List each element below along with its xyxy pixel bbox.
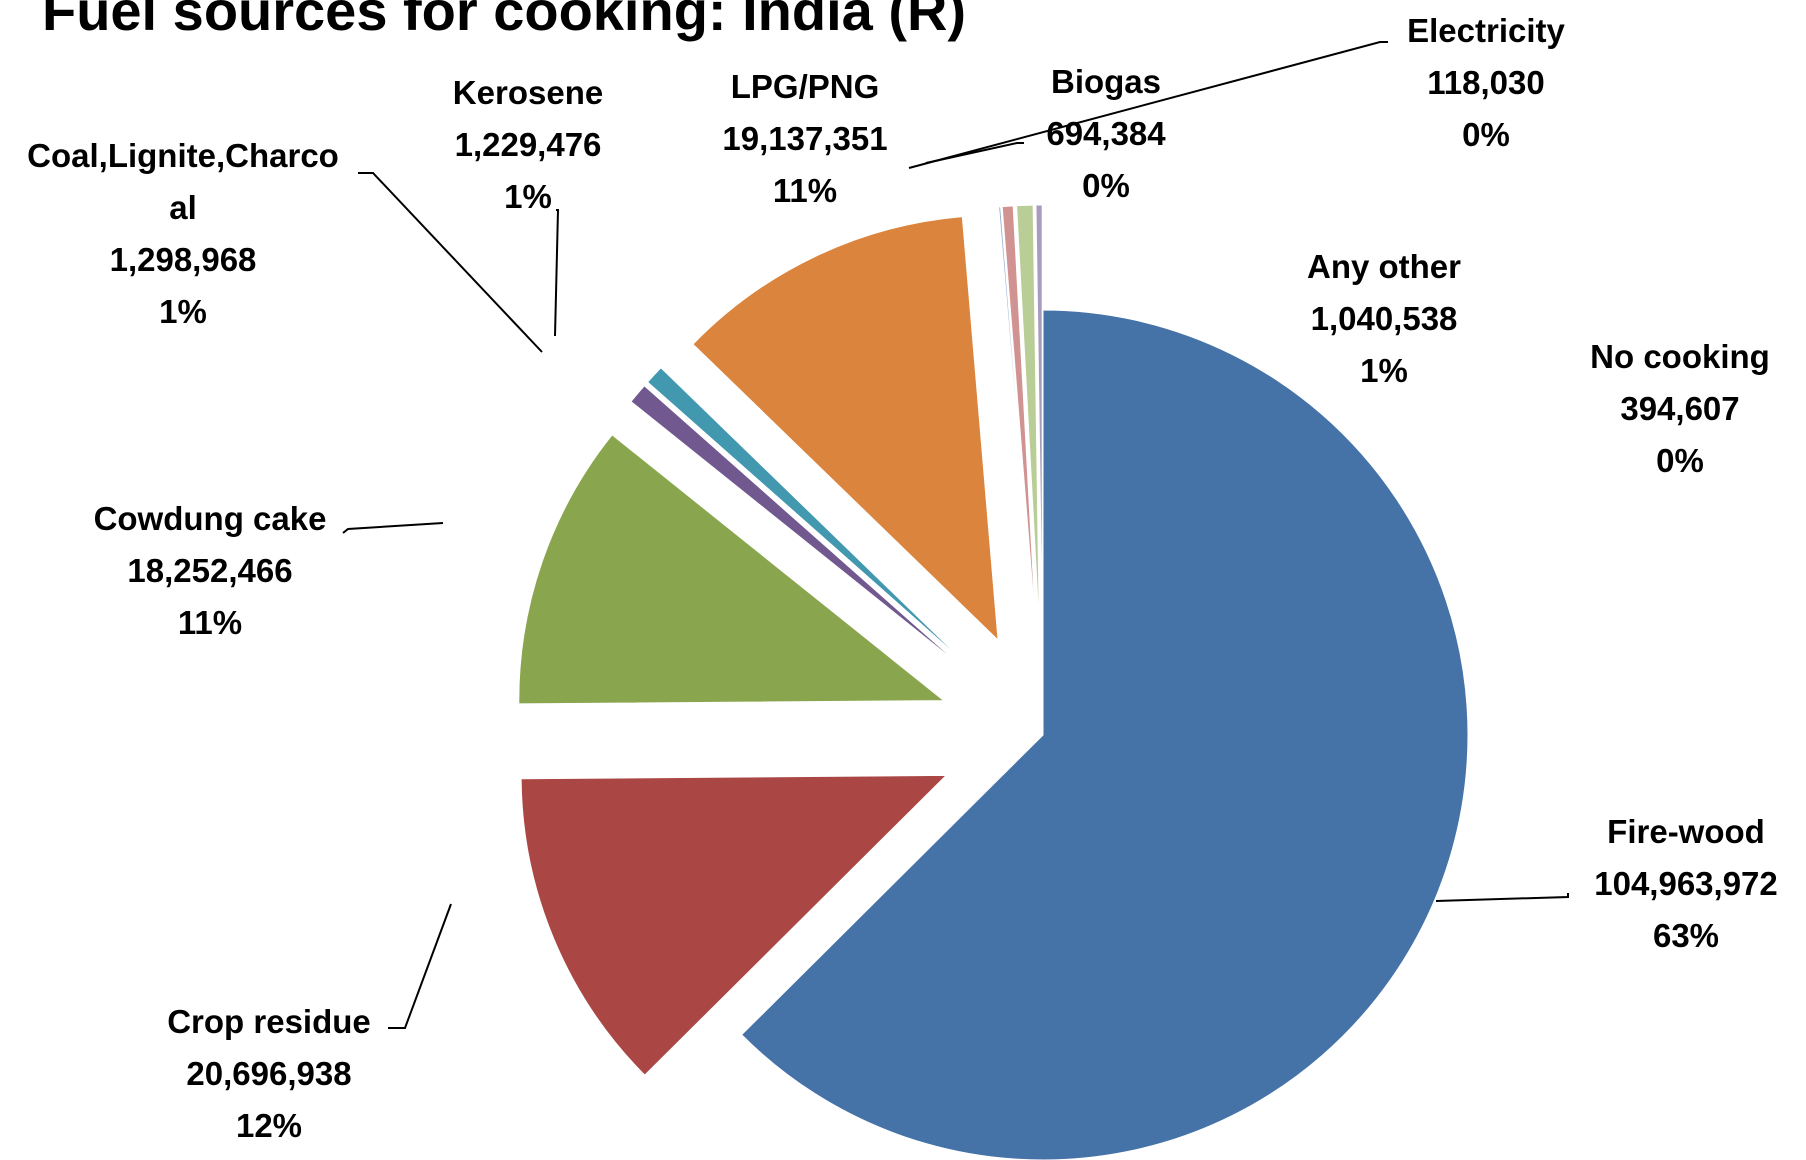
slice-value: 394,607 bbox=[1620, 390, 1739, 427]
slice-percent: 11% bbox=[178, 604, 242, 641]
data-labels: Fire-wood 104,963,972 63% Crop residue 20,69… bbox=[27, 12, 1778, 1144]
slice-name: Fire-wood bbox=[1607, 813, 1765, 850]
pie-slice-no-cooking bbox=[1035, 204, 1043, 631]
slice-value: 18,252,466 bbox=[127, 552, 292, 589]
data-label-electricity: Electricity 118,030 0% bbox=[1407, 12, 1565, 153]
pie-slice-cowdung-cake bbox=[518, 434, 946, 705]
data-label-text: Fire-wood 104,963,972 63% bbox=[1594, 813, 1778, 954]
slice-percent: 1% bbox=[159, 293, 207, 330]
slice-value: 694,384 bbox=[1046, 115, 1166, 152]
chart-title: Fuel sources for cooking: India (R) bbox=[42, 0, 966, 42]
pie-slice-lpg-png bbox=[692, 216, 999, 642]
slice-percent: 1% bbox=[1360, 352, 1408, 389]
slice-percent: 12% bbox=[236, 1107, 302, 1144]
pie-slice-coal-lignite-charcoal bbox=[630, 385, 964, 668]
data-label-text: LPG/PNG 19,137,351 11% bbox=[722, 68, 887, 209]
slice-name: Crop residue bbox=[167, 1003, 371, 1040]
data-label-kerosene: Kerosene 1,229,476 1% bbox=[453, 74, 603, 215]
data-label-text: Cowdung cake 18,252,466 11% bbox=[94, 500, 327, 641]
data-label-cowdung-cake: Cowdung cake 18,252,466 11% bbox=[94, 500, 327, 641]
data-label-text: Crop residue 20,696,938 12% bbox=[167, 1003, 371, 1144]
pie-slice-electricity bbox=[998, 206, 1035, 631]
data-label-text: No cooking 394,607 0% bbox=[1590, 338, 1770, 479]
slice-value: 1,040,538 bbox=[1311, 300, 1458, 337]
slice-name: Any other bbox=[1307, 248, 1461, 285]
pie-slice-kerosene bbox=[646, 367, 967, 665]
leader-line-crop-residue bbox=[388, 903, 452, 1029]
slice-name: Cowdung cake bbox=[94, 500, 327, 537]
leader-line-cowdung-cake bbox=[342, 522, 444, 534]
data-label-coal-lignite-charcoal: Coal,Lignite,Charco al 1,298,968 1% bbox=[27, 137, 339, 330]
slice-percent: 11% bbox=[773, 172, 837, 209]
slice-name: Coal,Lignite,Charco bbox=[27, 137, 339, 174]
data-label-fire-wood: Fire-wood 104,963,972 63% bbox=[1594, 813, 1778, 954]
pie-slice-biogas bbox=[1001, 205, 1037, 631]
slice-percent: 63% bbox=[1653, 917, 1719, 954]
slice-value: 20,696,938 bbox=[186, 1055, 351, 1092]
data-label-biogas: Biogas 694,384 0% bbox=[1046, 63, 1166, 204]
pie-slices bbox=[518, 204, 1469, 1160]
leader-line-fire-wood bbox=[1435, 893, 1569, 902]
slice-value: 1,298,968 bbox=[110, 241, 257, 278]
data-label-text: Biogas 694,384 0% bbox=[1046, 63, 1166, 204]
data-label-text: Coal,Lignite,Charco al 1,298,968 1% bbox=[27, 137, 339, 330]
slice-name: No cooking bbox=[1590, 338, 1770, 375]
slice-value: 1,229,476 bbox=[455, 126, 602, 163]
leader-line-biogas bbox=[925, 142, 1024, 164]
data-label-text: Electricity 118,030 0% bbox=[1407, 12, 1565, 153]
leader-line-kerosene bbox=[554, 209, 560, 337]
data-label-text: Kerosene 1,229,476 1% bbox=[453, 74, 603, 215]
data-label-text: Any other 1,040,538 1% bbox=[1307, 248, 1461, 389]
slice-value: 19,137,351 bbox=[722, 120, 887, 157]
leader-lines bbox=[342, 41, 1569, 1029]
data-label-no-cooking: No cooking 394,607 0% bbox=[1590, 338, 1770, 479]
slice-percent: 0% bbox=[1082, 167, 1130, 204]
slice-name: al bbox=[169, 189, 197, 226]
slice-percent: 1% bbox=[504, 178, 552, 215]
pie-slice-any-other bbox=[1016, 204, 1040, 631]
pie-slice-crop-residue bbox=[520, 774, 948, 1076]
slice-percent: 0% bbox=[1656, 442, 1704, 479]
slice-percent: 0% bbox=[1462, 116, 1510, 153]
data-label-any-other: Any other 1,040,538 1% bbox=[1307, 248, 1461, 389]
leader-line-electricity bbox=[908, 41, 1388, 169]
slice-name: Biogas bbox=[1051, 63, 1161, 100]
slice-name: LPG/PNG bbox=[731, 68, 880, 105]
leader-line-coal-lignite-charcoal bbox=[358, 172, 543, 353]
slice-value: 104,963,972 bbox=[1594, 865, 1778, 902]
data-label-lpg-png: LPG/PNG 19,137,351 11% bbox=[722, 68, 887, 209]
pie-slice-fire-wood bbox=[740, 309, 1469, 1160]
slice-name: Electricity bbox=[1407, 12, 1565, 49]
slice-value: 118,030 bbox=[1427, 64, 1544, 101]
data-label-crop-residue: Crop residue 20,696,938 12% bbox=[167, 1003, 371, 1144]
slice-name: Kerosene bbox=[453, 74, 603, 111]
